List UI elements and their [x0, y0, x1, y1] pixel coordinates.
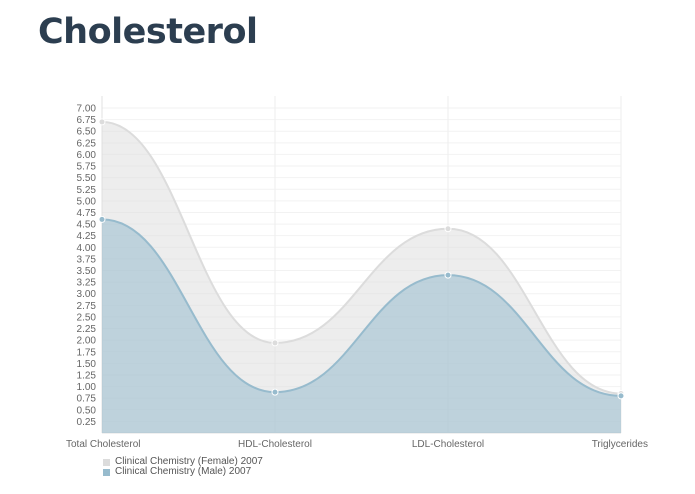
y-tick-label: 4.75	[77, 208, 97, 219]
y-tick-label: 3.75	[77, 254, 97, 265]
data-point-female[interactable]	[98, 118, 106, 126]
line-male	[101, 218, 622, 397]
y-tick-label: 5.00	[77, 196, 97, 207]
x-tick-label: Triglycerides	[592, 439, 648, 450]
y-tick-label: 7.00	[77, 104, 97, 115]
y-tick-label: 1.00	[77, 382, 97, 393]
chart-series	[101, 120, 622, 433]
legend-item-female[interactable]: Clinical Chemistry (Female) 2007	[103, 457, 263, 467]
y-tick-label: 2.75	[77, 301, 97, 312]
y-tick-label: 2.25	[77, 324, 97, 335]
y-tick-label: 6.25	[77, 138, 97, 149]
y-tick-label: 0.25	[77, 417, 97, 428]
data-point-male[interactable]	[98, 215, 106, 223]
area-fill-male	[102, 219, 621, 433]
y-tick-label: 1.50	[77, 359, 97, 370]
y-tick-label: 3.25	[77, 278, 97, 289]
legend-item-male[interactable]: Clinical Chemistry (Male) 2007	[103, 467, 263, 477]
y-tick-label: 5.25	[77, 185, 97, 196]
y-tick-label: 6.50	[77, 127, 97, 138]
y-tick-label: 4.00	[77, 243, 97, 254]
x-tick-label: LDL-Cholesterol	[412, 439, 484, 450]
legend-label-female: Clinical Chemistry (Female) 2007	[115, 456, 263, 467]
y-tick-label: 6.00	[77, 150, 97, 161]
line-female	[101, 120, 622, 395]
chart-legend: Clinical Chemistry (Female) 2007 Clinica…	[103, 457, 263, 477]
data-point-male[interactable]	[444, 271, 452, 279]
page-title: Cholesterol	[38, 12, 258, 52]
legend-label-male: Clinical Chemistry (Male) 2007	[115, 466, 252, 477]
y-tick-label: 0.75	[77, 394, 97, 405]
y-tick-label: 1.75	[77, 347, 97, 358]
y-axis: 0.250.500.751.001.251.501.752.002.252.50…	[77, 104, 97, 428]
y-tick-label: 5.50	[77, 173, 97, 184]
x-axis: Total Cholesterol HDL-Cholesterol LDL-Chol…	[66, 439, 648, 450]
data-point-male[interactable]	[617, 392, 625, 400]
data-point-female[interactable]	[444, 225, 452, 233]
legend-swatch-female	[103, 458, 110, 466]
y-tick-label: 4.25	[77, 231, 97, 242]
y-tick-label: 2.50	[77, 312, 97, 323]
y-tick-label: 3.00	[77, 289, 97, 300]
y-tick-label: 3.50	[77, 266, 97, 277]
x-tick-label: HDL-Cholesterol	[238, 439, 312, 450]
y-tick-label: 5.75	[77, 162, 97, 173]
y-tick-label: 6.75	[77, 115, 97, 126]
legend-swatch-male	[103, 468, 110, 476]
y-tick-label: 2.00	[77, 336, 97, 347]
data-point-female[interactable]	[271, 339, 279, 347]
y-tick-label: 1.25	[77, 370, 97, 381]
x-tick-label: Total Cholesterol	[66, 439, 140, 450]
chart-points	[98, 118, 625, 400]
y-tick-label: 4.50	[77, 220, 97, 231]
y-tick-label: 0.50	[77, 405, 97, 416]
data-point-male[interactable]	[271, 388, 279, 396]
